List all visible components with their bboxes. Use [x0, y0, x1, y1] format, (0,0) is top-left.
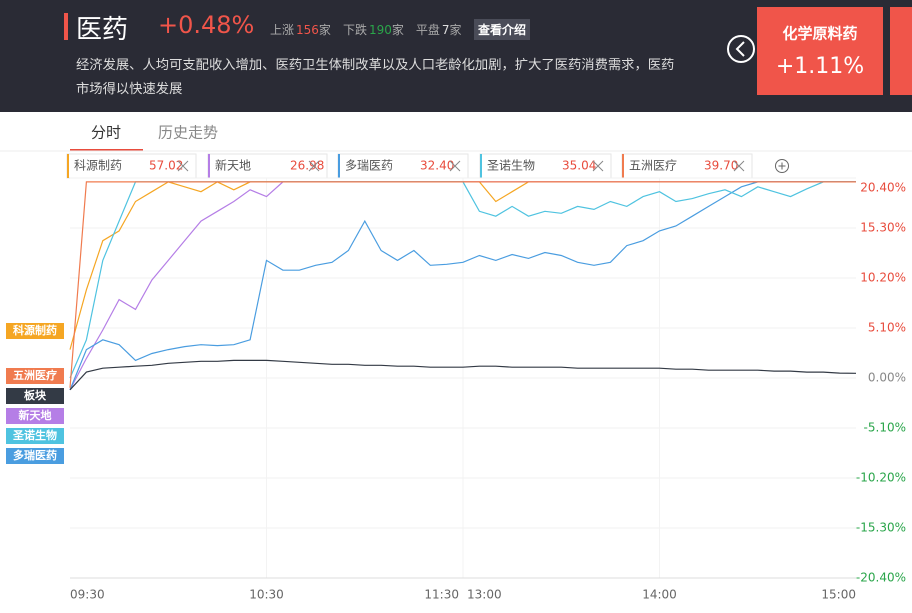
prev-button[interactable] [727, 35, 755, 63]
series-tag-label: 多瑞医药 [13, 448, 57, 462]
y-tick-label: -15.30% [856, 521, 906, 535]
stat: 上涨 156家 [270, 21, 331, 38]
series-tag-label: 五洲医疗 [13, 368, 57, 382]
stat-count: 7 [441, 23, 450, 37]
change: +0.48% [158, 11, 255, 39]
legend-close[interactable] [733, 160, 745, 172]
x-tick-label: 10:30 [249, 588, 284, 602]
y-tick-label: 0.00% [868, 371, 906, 385]
y-tick-label: 10.20% [860, 271, 906, 285]
legend-name: 新天地 [215, 158, 251, 173]
legend-price: 26.98 [290, 159, 324, 173]
legend-close[interactable] [592, 160, 604, 172]
sector-card[interactable] [757, 7, 883, 95]
series-tag-label: 新天地 [19, 408, 52, 422]
stats: 上涨 156家 下跌 190家 平盘 7家 [270, 21, 462, 38]
legend-price: 32.40 [420, 159, 454, 173]
y-tick-label: 5.10% [868, 321, 906, 335]
series-tag-label: 科源制药 [13, 323, 57, 337]
stat-count: 190 [368, 23, 392, 37]
x-tick-label: 11:30 [424, 588, 459, 602]
stat-unit: 家 [449, 23, 462, 37]
series-tag [6, 368, 64, 384]
add-button[interactable] [775, 159, 789, 173]
legend-name: 圣诺生物 [487, 159, 535, 173]
stat-unit: 家 [391, 23, 404, 37]
x-tick-label: 13:00 [467, 588, 502, 602]
stat: 下跌 190家 [343, 21, 404, 38]
prev-arrow [735, 41, 745, 57]
series-tag-label: 板块 [24, 388, 47, 402]
legend-price: 39.70 [704, 159, 738, 173]
stat: 平盘 7家 [416, 21, 462, 38]
series-tag [6, 448, 64, 464]
y-tick-label: 20.40% [860, 181, 906, 195]
sector-card-next[interactable] [890, 7, 912, 95]
series-line [69, 359, 857, 391]
title-bar [64, 13, 68, 40]
legend-close[interactable] [308, 160, 320, 172]
legend-close[interactable] [177, 160, 189, 172]
stat-label: 上涨 [270, 23, 295, 37]
y-tick-label: -5.10% [864, 421, 906, 435]
tab-underline [70, 149, 143, 151]
x-tick-label: 15:00 [821, 588, 856, 602]
legend-chip [621, 153, 753, 179]
legend-name: 科源制药 [74, 159, 122, 173]
legend-price: 57.02 [149, 159, 183, 173]
legend-name: 五洲医疗 [629, 159, 677, 173]
legend-swatch [338, 154, 340, 178]
y-tick-label: -20.40% [856, 571, 906, 585]
card-name: 化学原料药 [782, 25, 857, 43]
stat-count: 156 [296, 23, 319, 37]
legend-chip [207, 153, 328, 179]
intro-button[interactable]: 查看介绍 [474, 19, 531, 40]
y-tick-label: -10.20% [856, 471, 906, 485]
legend-price: 35.04 [562, 159, 596, 173]
tab[interactable]: 历史走势 [158, 124, 218, 142]
card-change: +1.11% [776, 54, 864, 79]
add-icon [778, 162, 786, 170]
stat-label: 平盘 [415, 23, 440, 37]
stat-unit: 家 [318, 23, 331, 37]
legend-swatch [208, 154, 210, 178]
legend-swatch [67, 154, 69, 178]
series-tag [6, 323, 64, 339]
legend-chip [337, 153, 469, 179]
legend-swatch [480, 154, 482, 178]
x-tick-label: 14:00 [642, 588, 677, 602]
series-tag [6, 408, 64, 424]
series-line [69, 181, 856, 388]
legend-swatch [622, 154, 624, 178]
series-tag-label: 圣诺生物 [12, 428, 57, 442]
title: 医药 [76, 15, 129, 45]
legend-close[interactable] [449, 160, 461, 172]
description: 经济发展、人均可支配收入增加、医药卫生体制改革以及人口老龄化加剧，扩大了医药消费… [76, 58, 675, 97]
series-tag [6, 428, 64, 444]
series-tag [6, 388, 64, 404]
tab[interactable]: 分时 [91, 124, 121, 142]
legend-name: 多瑞医药 [345, 159, 393, 173]
series-line [69, 181, 856, 391]
stat-label: 下跌 [342, 23, 367, 37]
y-tick-label: 15.30% [860, 221, 906, 235]
x-tick-label: 09:30 [70, 588, 105, 602]
